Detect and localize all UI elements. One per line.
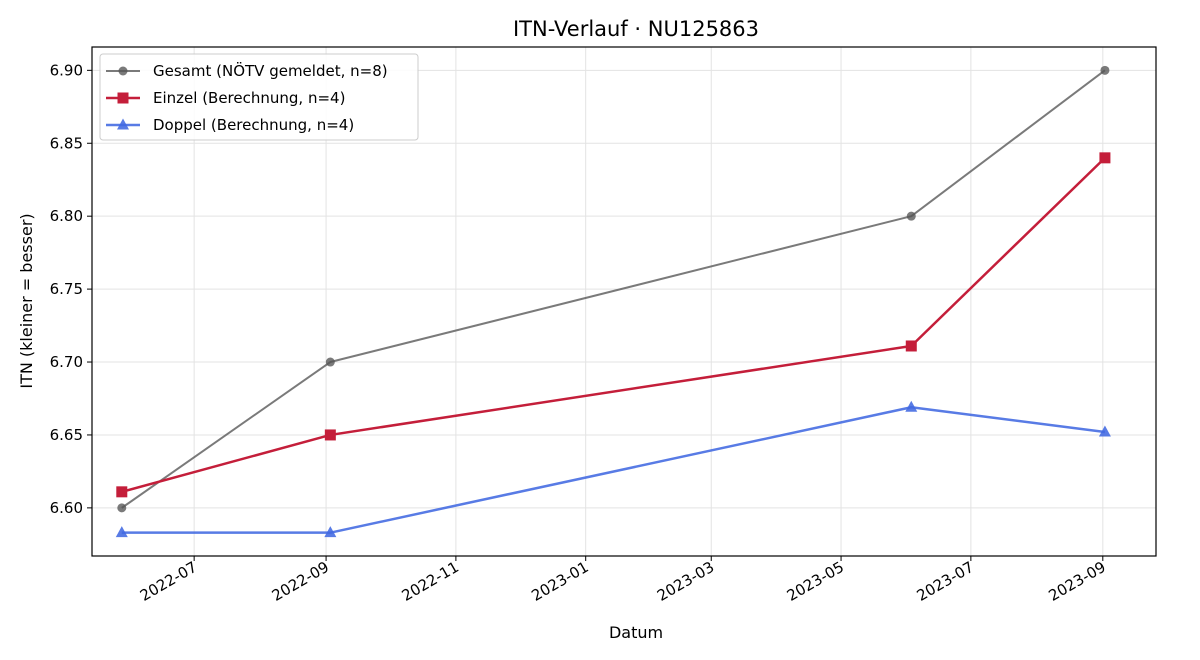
data-point bbox=[324, 526, 337, 538]
chart-title: ITN-Verlauf · NU125863 bbox=[513, 17, 759, 41]
data-point bbox=[905, 340, 917, 352]
data-point bbox=[324, 429, 336, 441]
series-line bbox=[121, 405, 1106, 534]
legend-marker bbox=[117, 118, 129, 130]
y-axis: 6.60 6.65 6.70 6.75 6.80 6.85 6.90 bbox=[50, 61, 92, 517]
series-3 bbox=[115, 400, 1111, 538]
y-tick-label: 6.85 bbox=[50, 134, 83, 152]
series-2 bbox=[116, 152, 1111, 498]
data-point bbox=[115, 526, 128, 538]
y-tick-label: 6.80 bbox=[50, 207, 83, 225]
y-tick-label: 6.60 bbox=[50, 499, 83, 517]
y-tick-label: 6.70 bbox=[50, 353, 83, 371]
legend-box bbox=[99, 53, 419, 141]
data-point bbox=[116, 486, 128, 498]
legend-entry: Einzel (Berechnung, n=4) bbox=[106, 89, 345, 107]
legend-label: Doppel (Berechnung, n=4) bbox=[153, 116, 354, 134]
series-line bbox=[121, 156, 1106, 494]
data-point bbox=[325, 357, 335, 367]
series-1 bbox=[117, 65, 1110, 513]
y-tick-label: 6.65 bbox=[50, 426, 83, 444]
data-point bbox=[117, 503, 127, 513]
plot-frame bbox=[91, 46, 1157, 557]
data-point bbox=[1099, 152, 1111, 164]
legend-entry: Gesamt (NÖTV gemeldet, n=8) bbox=[106, 61, 388, 80]
data-point bbox=[905, 400, 918, 412]
y-tick-label: 6.75 bbox=[50, 280, 83, 298]
series-line bbox=[121, 69, 1106, 509]
data-point bbox=[906, 211, 916, 221]
data-point bbox=[1100, 65, 1110, 75]
legend-marker bbox=[118, 66, 128, 76]
y-axis-label: ITN (kleiner = besser) bbox=[17, 213, 36, 388]
x-axis-label: Datum bbox=[609, 623, 663, 642]
legend-entry: Doppel (Berechnung, n=4) bbox=[106, 116, 354, 134]
legend-marker bbox=[117, 92, 129, 104]
y-tick-label: 6.90 bbox=[50, 61, 83, 79]
legend: Gesamt (NÖTV gemeldet, n=8) Einzel (Berec… bbox=[99, 53, 419, 141]
data-point bbox=[1098, 425, 1111, 437]
legend-label: Einzel (Berechnung, n=4) bbox=[153, 89, 345, 107]
legend-label: Gesamt (NÖTV gemeldet, n=8) bbox=[153, 61, 388, 80]
series-layer bbox=[115, 65, 1111, 538]
